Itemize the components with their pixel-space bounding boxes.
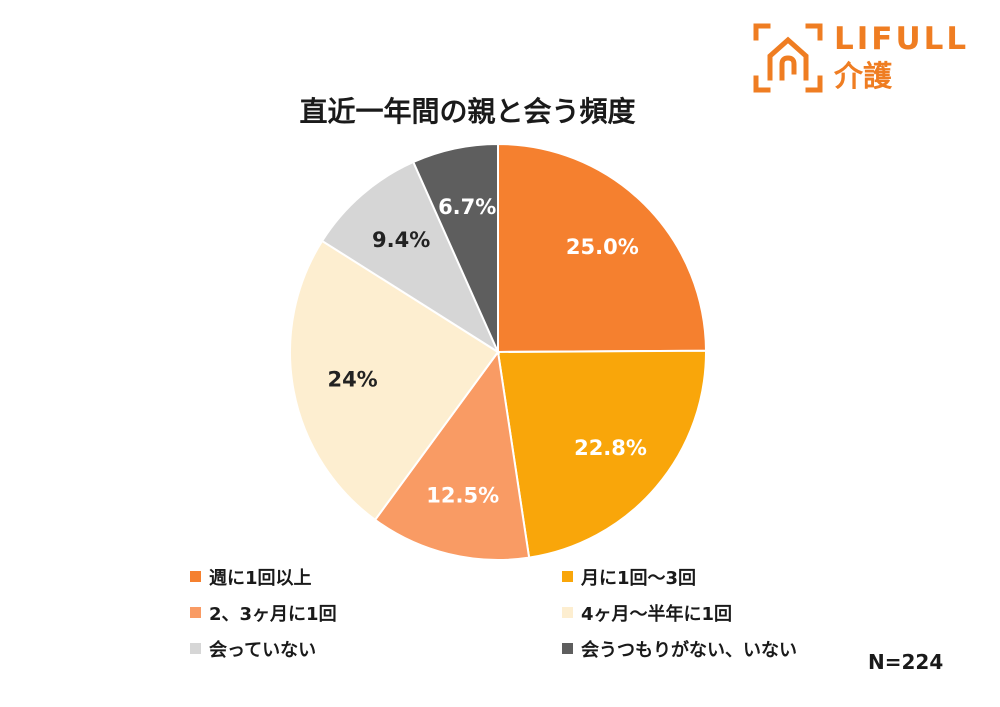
legend-swatch-3 [562, 607, 573, 618]
slice-data-label-4: 9.4% [372, 228, 430, 252]
legend-label-3: 4ヶ月〜半年に1回 [581, 603, 733, 625]
legend-item-2: 2、3ヶ月に1回 [190, 599, 562, 626]
slice-data-label-2: 12.5% [426, 484, 499, 508]
legend-label-5: 会うつもりがない、いない [581, 639, 797, 661]
pie-slice-4 [320, 160, 501, 355]
legend-label-2: 2、3ヶ月に1回 [209, 603, 337, 625]
legend-label-1: 月に1回〜3回 [581, 567, 697, 589]
legend-swatch-4 [190, 643, 201, 654]
sample-size-label: N=224 [868, 650, 944, 674]
slice-data-label-1: 22.8% [574, 436, 647, 460]
legend-item-1: 月に1回〜3回 [562, 563, 840, 590]
chart-legend: 週に1回以上 月に1回〜3回 2、3ヶ月に1回 4ヶ月〜半年に1回会っていない 会うつも… [190, 563, 840, 662]
legend-item-5: 会うつもりがない、いない [562, 635, 840, 662]
legend-swatch-2 [190, 607, 201, 618]
pie-slice-3 [289, 239, 500, 522]
legend-item-4: 会っていない [190, 635, 562, 662]
lifull-kaigo-logo: LIFULL 介護 [752, 20, 977, 95]
chart-title: 直近一年間の親と会う頻度 [299, 95, 636, 128]
house-bracket-icon [753, 23, 823, 93]
legend-swatch-0 [190, 571, 201, 582]
pie-slice-0 [497, 142, 708, 354]
legend-label-4: 会っていない [209, 639, 317, 661]
legend-label-0: 週に1回以上 [209, 567, 312, 589]
logo-brand-text: LIFULL [834, 21, 970, 57]
legend-swatch-5 [562, 643, 573, 654]
slice-data-label-3: 24% [327, 368, 377, 392]
pie-slice-1 [496, 349, 708, 559]
slice-data-label-5: 6.7% [438, 195, 496, 219]
logo-service-text: 介護 [834, 59, 893, 93]
slice-data-label-0: 25.0% [566, 235, 639, 259]
legend-swatch-1 [562, 571, 573, 582]
legend-item-0: 週に1回以上 [190, 563, 562, 590]
pie-slice-2 [373, 349, 531, 561]
pie-slice-5 [411, 142, 499, 353]
legend-item-3: 4ヶ月〜半年に1回 [562, 599, 840, 626]
